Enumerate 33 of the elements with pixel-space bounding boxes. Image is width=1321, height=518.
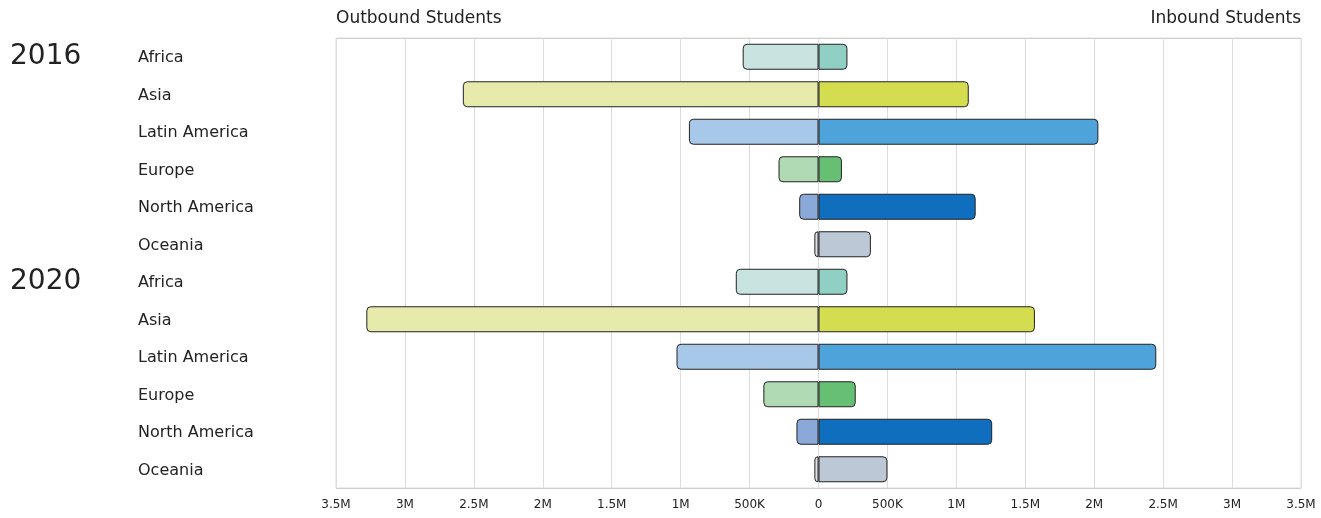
y-tick-label: Asia (138, 84, 172, 104)
x-tick-label: 3M (395, 497, 414, 511)
bar (818, 456, 888, 483)
x-tick-label: 1M (947, 497, 966, 511)
x-tick-label: 500K (872, 497, 904, 511)
y-tick-label: Oceania (138, 234, 204, 254)
x-tick-label: 2.5M (459, 497, 489, 511)
y-tick-label: North America (138, 422, 254, 442)
y-tick-label: North America (138, 197, 254, 217)
x-tick-label: 1.5M (1010, 497, 1040, 511)
text: 2020 (10, 263, 82, 297)
x-tick-label: 1.5M (597, 497, 627, 511)
y-tick-label: Europe (138, 384, 195, 404)
y-tick-label: Europe (138, 159, 195, 179)
y-tick-label: Latin America (138, 347, 249, 367)
x-tick-label: 2M (533, 497, 552, 511)
text: Inbound Students (1150, 6, 1302, 27)
y-tick-label: Africa (138, 47, 184, 67)
x-tick-label: 500K (734, 497, 767, 511)
x-tick-label: 2.5M (1148, 497, 1178, 511)
text: 2016 (10, 38, 82, 72)
text: Outbound Students (336, 6, 502, 27)
y-tick-label: Oceania (138, 459, 204, 479)
y-tick-label: Africa (138, 272, 184, 292)
x-tick-label: 3.5M (1286, 497, 1316, 511)
bar (818, 231, 871, 258)
x-tick-label: 2M (1085, 497, 1104, 511)
y-tick-label: Latin America (138, 122, 249, 142)
x-tick-label: 1M (671, 497, 690, 511)
y-tick-label: Asia (138, 309, 172, 329)
x-tick-label: 0 (814, 497, 823, 511)
x-tick-label: 3.5M (321, 497, 351, 511)
x-tick-label: 3M (1223, 497, 1242, 511)
